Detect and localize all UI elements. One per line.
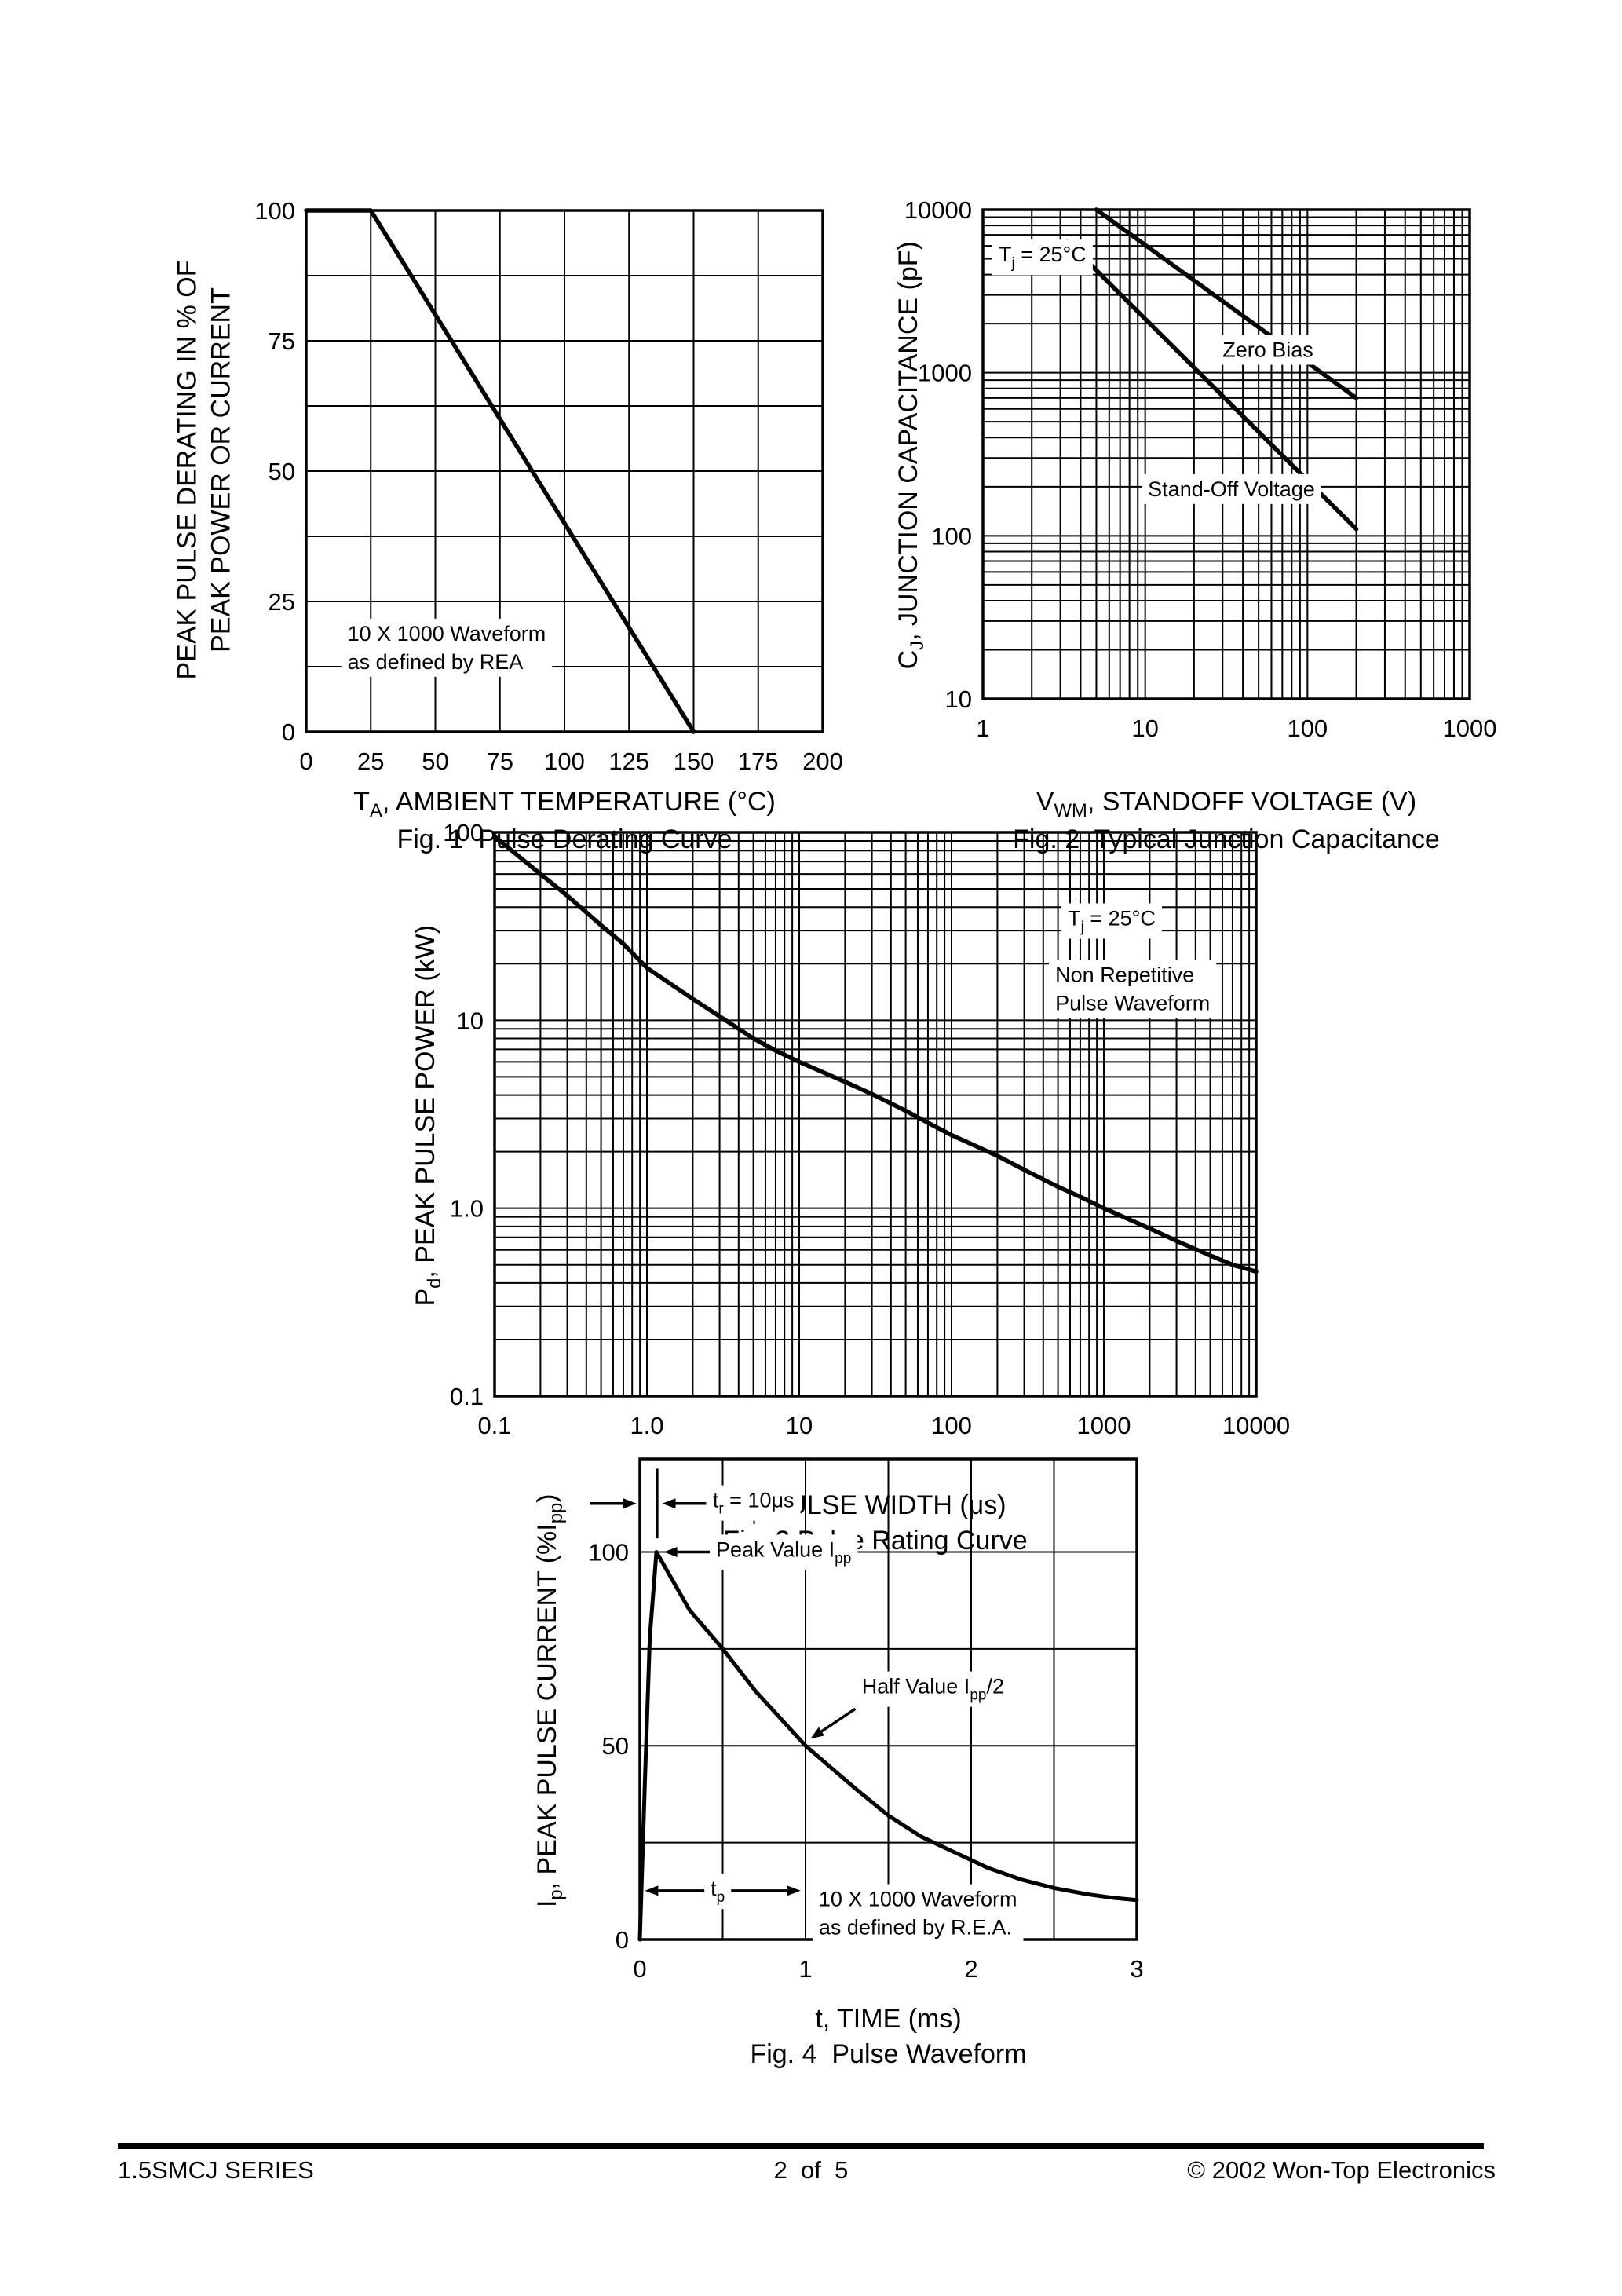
fig4-y-axis-title: Ip, PEAK PULSE CURRENT (%Ipp) <box>532 1493 568 1908</box>
svg-text:1: 1 <box>798 1955 812 1983</box>
footer-divider <box>118 2143 1484 2149</box>
fig1-pulse-derating-curve: 0 25 50 75 100 125 150 175 200 100 75 50 25 0 10 X 100… <box>110 188 848 856</box>
svg-text:Tj = 25°C: Tj = 25°C <box>1068 906 1156 935</box>
svg-text:25: 25 <box>269 588 295 616</box>
svg-text:Tj = 25°C: Tj = 25°C <box>999 243 1087 272</box>
svg-text:1000: 1000 <box>1077 1412 1131 1439</box>
svg-text:100: 100 <box>254 197 295 225</box>
svg-text:75: 75 <box>487 748 513 775</box>
svg-text:Peak Value Ipp: Peak Value Ipp <box>716 1537 851 1567</box>
svg-text:75: 75 <box>269 327 295 355</box>
svg-text:0: 0 <box>282 718 295 746</box>
svg-text:50: 50 <box>602 1732 629 1760</box>
fig2-junction-capacitance: 1 10 100 1000 10000 1000 100 10 Tj = 25°C Zero Bi… <box>864 188 1594 856</box>
fig3-chart-canvas: 0.1 1.0 10 100 1000 10000 100 10 1.0 0.1 Tj = 25°C… <box>443 819 1290 1439</box>
footer-copyright: © 2002 Won-Top Electronics <box>1187 2156 1496 2184</box>
footer-series-label: 1.5SMCJ SERIES <box>118 2156 314 2184</box>
svg-text:1000: 1000 <box>918 360 972 387</box>
svg-text:0.1: 0.1 <box>450 1383 484 1410</box>
svg-text:3: 3 <box>1130 1955 1143 1983</box>
fig1-y-axis-title: PEAK PULSE DERATING IN % OF PEAK POWER OR… <box>172 260 236 680</box>
fig2-caption: Fig. 2 Typical Junction Capacitance <box>1013 824 1440 854</box>
fig1-x-axis-title: TA, AMBIENT TEMPERATURE (°C) <box>353 787 776 821</box>
fig4-x-axis-title: t, TIME (ms) <box>815 2004 962 2034</box>
svg-text:10: 10 <box>1131 715 1158 742</box>
fig2-x-axis-title: VWM, STANDOFF VOLTAGE (V) <box>1036 787 1417 821</box>
footer-page-number: 2 of 5 <box>773 2156 849 2184</box>
svg-text:100: 100 <box>588 1538 629 1566</box>
svg-text:200: 200 <box>802 748 843 775</box>
svg-text:Half Value Ipp/2: Half Value Ipp/2 <box>862 1675 1004 1704</box>
fig4-caption: Fig. 4 Pulse Waveform <box>750 2039 1027 2069</box>
svg-text:1.0: 1.0 <box>630 1412 663 1439</box>
fig3-pulse-rating-curve: 0.1 1.0 10 100 1000 10000 100 10 1.0 0.1 Tj = 25°C… <box>330 817 1350 1556</box>
svg-text:100: 100 <box>1287 715 1328 742</box>
svg-text:tr = 10μs: tr = 10μs <box>713 1489 795 1518</box>
svg-text:10000: 10000 <box>904 196 972 224</box>
svg-text:Zero Bias: Zero Bias <box>1222 338 1313 362</box>
svg-text:0: 0 <box>633 1955 646 1983</box>
svg-text:1.0: 1.0 <box>450 1195 484 1223</box>
svg-text:50: 50 <box>422 748 448 775</box>
svg-text:100: 100 <box>931 522 972 550</box>
svg-text:0: 0 <box>299 748 312 775</box>
svg-text:Stand-Off Voltage: Stand-Off Voltage <box>1148 477 1315 501</box>
fig2-y-axis-title: CJ, JUNCTION CAPACITANCE (pF) <box>893 241 929 670</box>
svg-text:100: 100 <box>931 1412 972 1439</box>
fig4-chart-canvas: 0 1 2 3 100 50 0 tr = 10μs Peak Value Ipp Half Va… <box>588 1457 1144 1983</box>
svg-text:1: 1 <box>976 715 989 742</box>
svg-text:100: 100 <box>544 748 585 775</box>
svg-text:10: 10 <box>786 1412 813 1439</box>
svg-text:125: 125 <box>608 748 649 775</box>
svg-text:10: 10 <box>945 686 972 713</box>
svg-text:50: 50 <box>269 458 295 485</box>
svg-text:100: 100 <box>443 819 484 846</box>
svg-text:10000: 10000 <box>1222 1412 1290 1439</box>
fig1-chart-canvas: 0 25 50 75 100 125 150 175 200 100 75 50 25 0 10 X 100… <box>254 197 843 775</box>
fig4-pulse-waveform: 0 1 2 3 100 50 0 tr = 10μs Peak Value Ipp Half Va… <box>471 1445 1256 2214</box>
svg-text:0.1: 0.1 <box>477 1412 511 1439</box>
fig3-y-axis-title: Pd, PEAK PULSE POWER (kW) <box>411 924 446 1307</box>
svg-text:2: 2 <box>964 1955 977 1983</box>
svg-text:150: 150 <box>674 748 714 775</box>
svg-text:175: 175 <box>738 748 779 775</box>
svg-text:10: 10 <box>457 1007 484 1034</box>
svg-text:0: 0 <box>616 1926 629 1954</box>
svg-text:1000: 1000 <box>1443 715 1497 742</box>
svg-text:tp: tp <box>711 1877 725 1906</box>
svg-text:25: 25 <box>357 748 384 775</box>
